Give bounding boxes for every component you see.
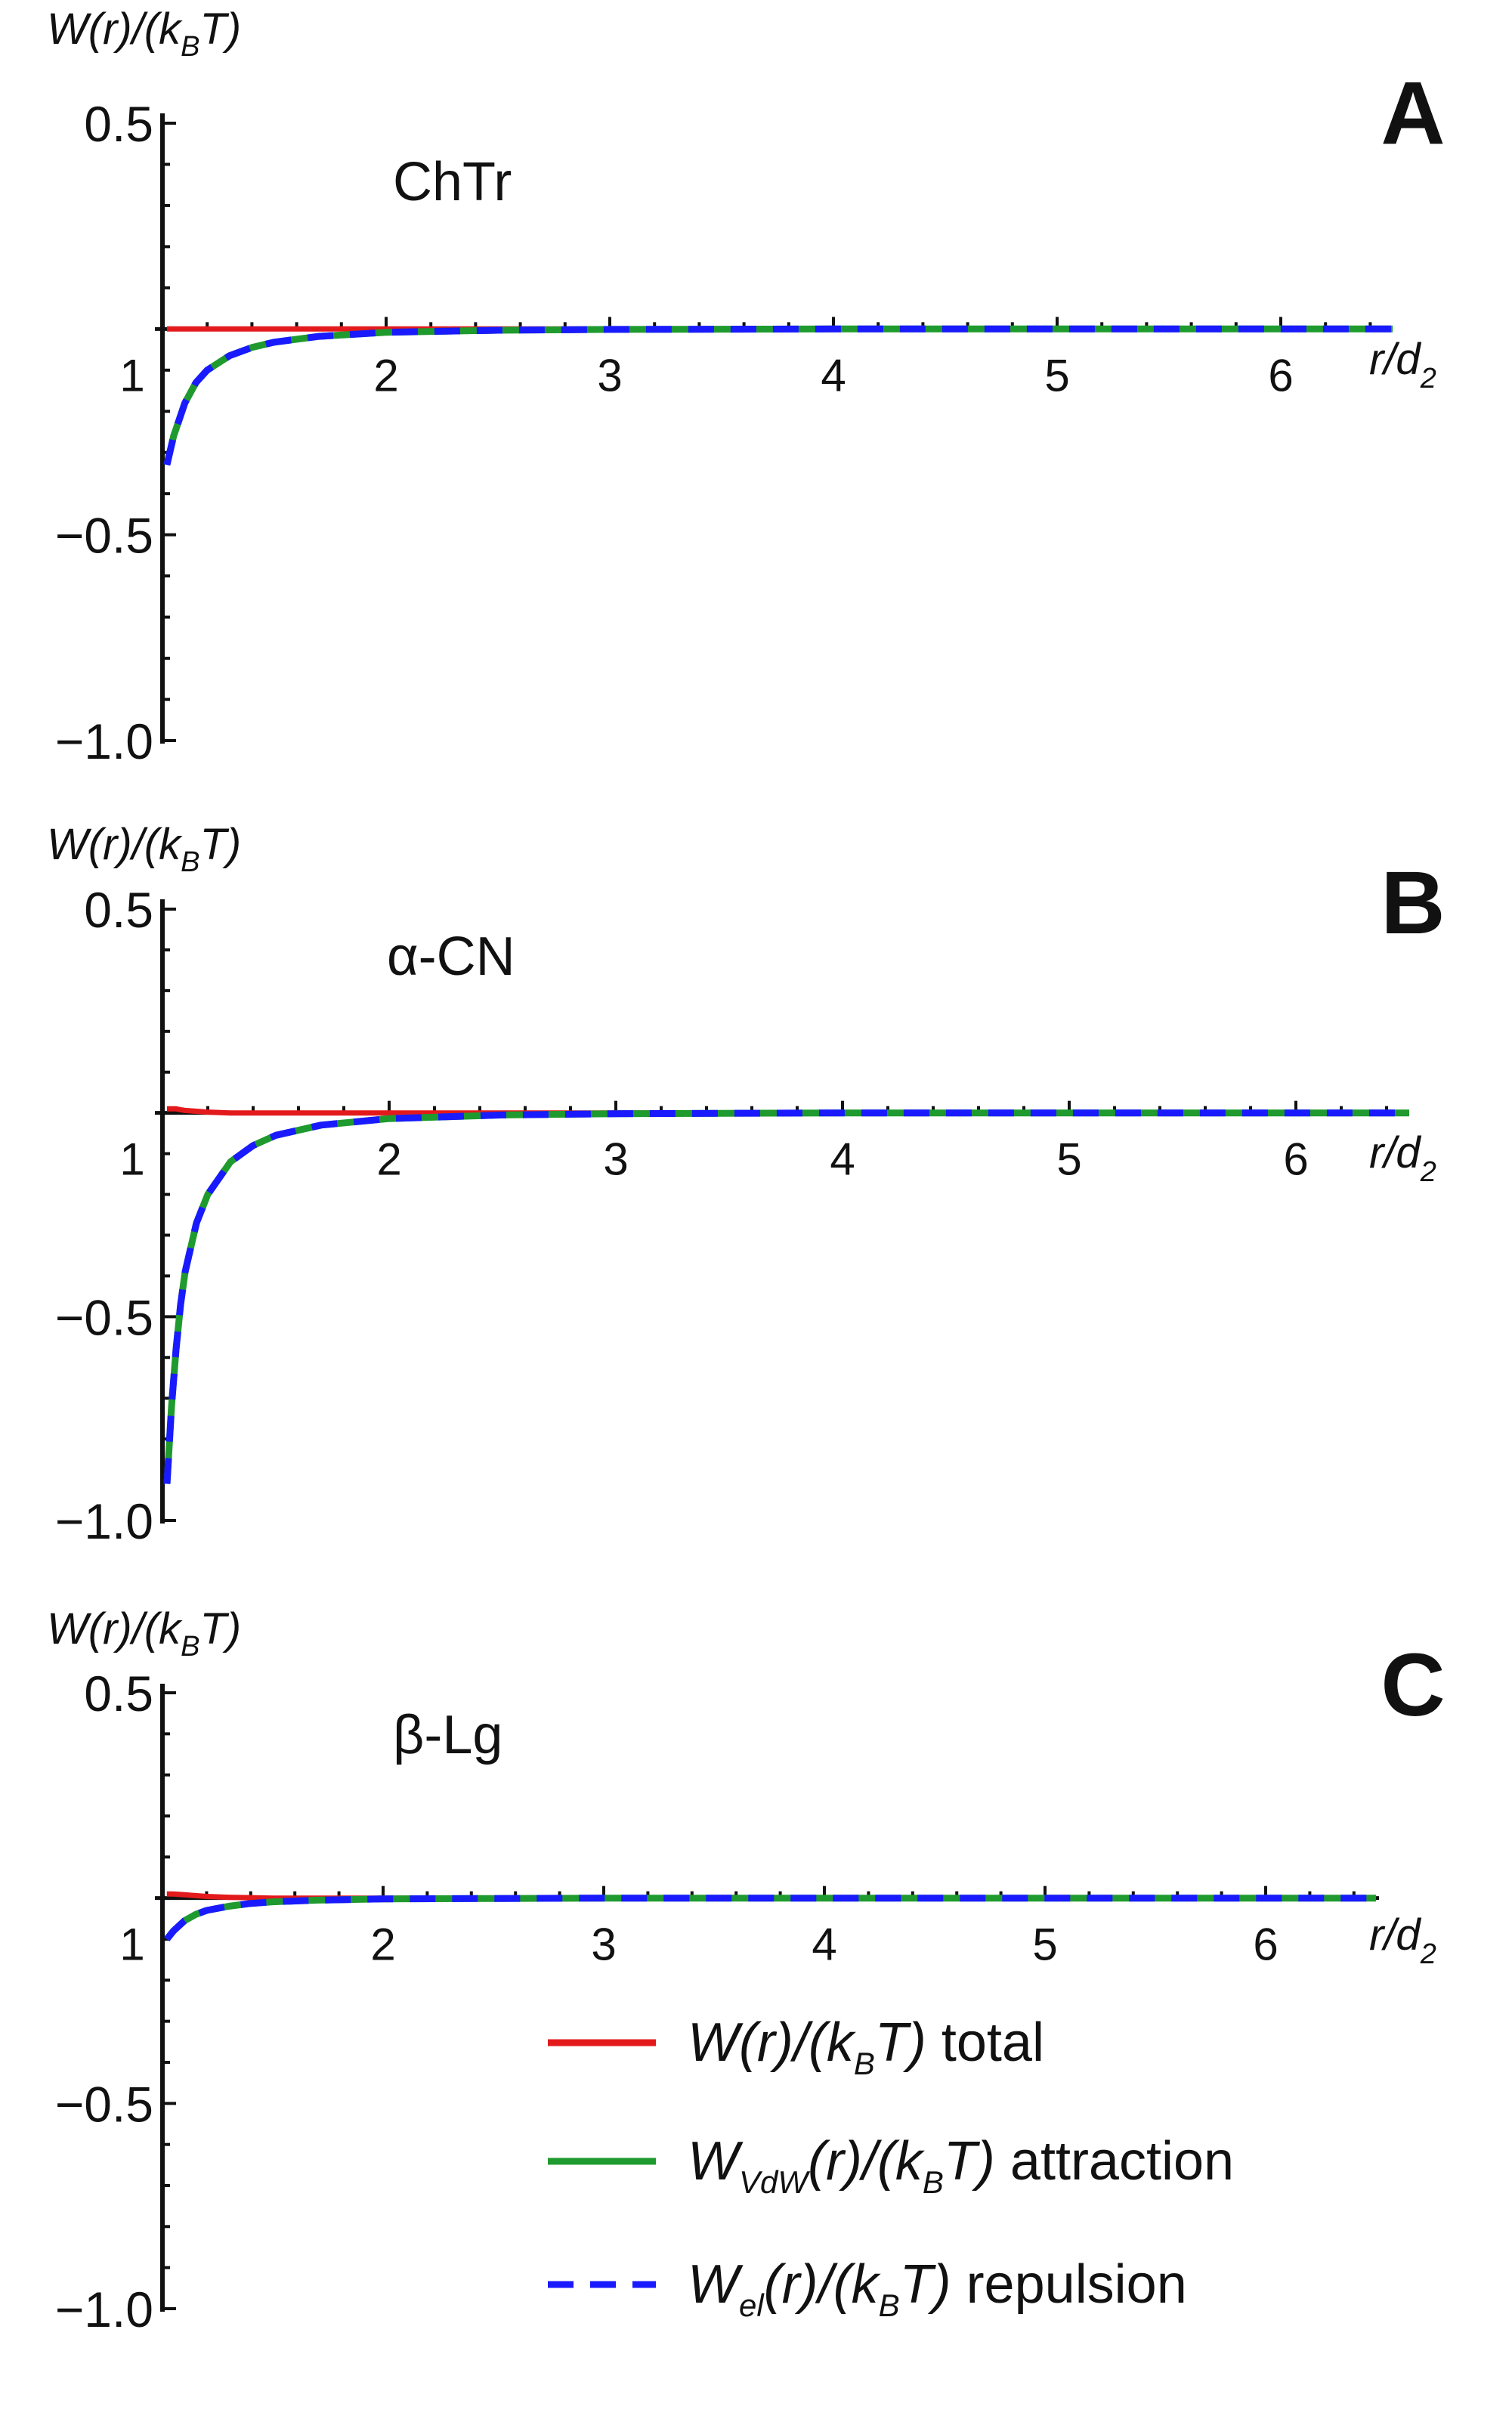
legend-label: W(r)/(kBT) total — [688, 2012, 1044, 2081]
x-tick-label: 1 — [119, 1134, 144, 1185]
y-tick-label: 0.5 — [84, 882, 153, 938]
y-tick-label: −1.0 — [55, 1493, 153, 1549]
y-axis-label: W(r)/(kBT) — [47, 1604, 241, 1663]
legend-label-part: (r)/(k — [808, 2131, 926, 2192]
series-repulsion-line — [164, 1895, 1376, 1941]
x-axis-label-sub: 2 — [1420, 1938, 1436, 1970]
y-axis-label-tail: T) — [199, 5, 241, 54]
legend-label: Wel(r)/(kBT) repulsion — [688, 2254, 1187, 2323]
panel-b: 0.5−0.5−1.01 2 3 4 5 6 r/d2W(r)/(kBT)Bα-CN — [47, 820, 1446, 1549]
x-tick-label: 6 — [1253, 1919, 1278, 1970]
x-axis-label: r/d2 — [1369, 335, 1436, 394]
panel-letter: B — [1381, 853, 1445, 953]
y-tick-label: 0.5 — [84, 1666, 153, 1722]
series-attraction-line — [164, 1895, 1376, 1941]
legend-label-part: B — [923, 2164, 944, 2200]
y-axis-label-sub: B — [181, 846, 199, 878]
panel-letter: C — [1381, 1635, 1445, 1735]
legend-label: WVdW(r)/(kBT) attraction — [688, 2131, 1234, 2200]
x-axis-label-main: r/d — [1369, 1128, 1421, 1177]
x-axis-label-sub: 2 — [1420, 1156, 1436, 1188]
x-tick-label: 4 — [830, 1134, 855, 1185]
legend-label-part: W — [688, 2131, 744, 2192]
x-tick-label: 5 — [1032, 1919, 1057, 1970]
series-repulsion-line — [163, 325, 1393, 466]
x-tick-label: 6 — [1283, 1134, 1308, 1185]
x-axis-label: r/d2 — [1369, 1910, 1436, 1970]
y-tick-label: −1.0 — [55, 2281, 153, 2337]
x-axis-label: r/d2 — [1369, 1128, 1436, 1188]
x-axis-label-main: r/d — [1369, 1910, 1421, 1960]
legend-label-part: B — [854, 2046, 875, 2081]
legend-label-part: T) — [944, 2131, 995, 2192]
legend-label-part: W — [688, 2254, 744, 2315]
y-axis-label-main: W(r)/(k — [47, 820, 183, 869]
y-axis-label: W(r)/(kBT) — [47, 5, 241, 63]
x-tick-label: 3 — [603, 1134, 628, 1185]
y-tick-label: −1.0 — [55, 713, 153, 769]
y-axis-label-main: W(r)/(k — [47, 1604, 183, 1653]
y-tick-label: 0.5 — [84, 96, 153, 152]
legend-label-part: total — [926, 2012, 1044, 2073]
x-tick-label: 1 — [119, 350, 144, 401]
y-axis-label: W(r)/(kBT) — [47, 820, 241, 878]
y-axis-label-tail: T) — [199, 1604, 241, 1653]
y-tick-label: −0.5 — [55, 2076, 153, 2132]
y-axis-label-tail: T) — [199, 820, 241, 869]
panel-c: 0.5−0.5−1.01 2 3 4 5 6 r/d2W(r)/(kBT)Cβ-Lg — [47, 1604, 1446, 2337]
legend-label-part: attraction — [995, 2131, 1234, 2192]
series-attraction-line — [163, 1109, 1409, 1484]
series-repulsion-line — [163, 1109, 1409, 1484]
x-tick-label: 3 — [591, 1919, 616, 1970]
y-axis-label-sub: B — [181, 1631, 199, 1663]
x-tick-label: 5 — [1044, 350, 1069, 401]
x-tick-label: 6 — [1268, 350, 1293, 401]
x-axis-label-main: r/d — [1369, 335, 1421, 384]
y-tick-label: −0.5 — [55, 508, 153, 564]
x-tick-label: 5 — [1056, 1134, 1081, 1185]
legend-label-part: (r)/(k — [764, 2254, 882, 2315]
x-tick-label: 2 — [376, 1134, 401, 1185]
x-axis-label-sub: 2 — [1420, 363, 1436, 394]
legend-label-part: T) — [875, 2012, 926, 2073]
x-tick-label: 4 — [812, 1919, 836, 1970]
legend-label-part: W(r)/(k — [688, 2012, 857, 2073]
panel-letter: A — [1381, 63, 1445, 163]
legend-label-part: B — [879, 2288, 900, 2323]
y-axis-label-main: W(r)/(k — [47, 5, 183, 54]
legend-label-part: VdW — [739, 2164, 810, 2200]
protein-annotation: β-Lg — [393, 1705, 502, 1765]
y-tick-label: −0.5 — [55, 1289, 153, 1345]
protein-annotation: α-CN — [387, 926, 515, 987]
legend-label-part: repulsion — [951, 2254, 1187, 2315]
x-tick-label: 1 — [119, 1919, 144, 1970]
series-attraction-line — [163, 325, 1393, 466]
legend-label-part: T) — [900, 2254, 951, 2315]
x-tick-label: 2 — [370, 1919, 395, 1970]
x-tick-label: 4 — [821, 350, 846, 401]
x-tick-label: 3 — [597, 350, 622, 401]
legend-label-part: el — [739, 2288, 765, 2323]
y-axis-label-sub: B — [181, 31, 199, 63]
x-tick-label: 2 — [373, 350, 398, 401]
protein-annotation: ChTr — [393, 152, 512, 212]
